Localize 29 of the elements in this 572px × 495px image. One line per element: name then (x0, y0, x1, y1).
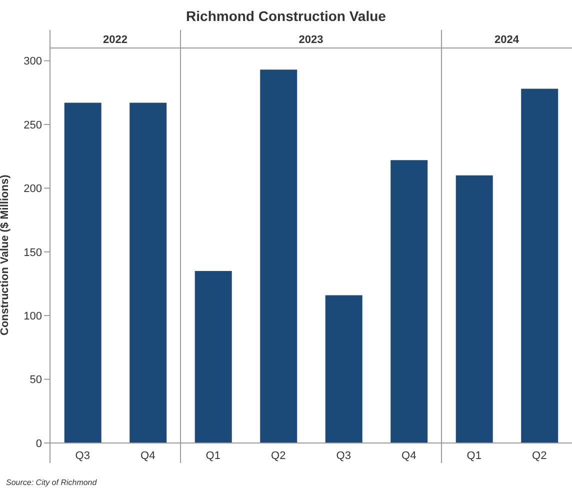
y-tick-label: 100 (24, 310, 42, 322)
y-tick-label: 200 (24, 183, 42, 196)
bar (130, 102, 167, 443)
text: 2022 (103, 34, 128, 46)
bar (64, 102, 102, 443)
bar (325, 295, 362, 443)
y-tick-label: 150 (24, 246, 42, 259)
x-tick-label: Q3 (336, 450, 351, 462)
y-axis-title: Construction Value ($ Millions) (0, 174, 11, 336)
y-tick-label: 0 (36, 438, 42, 450)
chart-title: Richmond Construction Value (185, 8, 387, 24)
x-tick-label: Q2 (532, 450, 547, 462)
bar (390, 160, 428, 443)
bar (260, 70, 298, 443)
x-tick-label: Q3 (75, 450, 90, 462)
source-note: Source: City of Richmond (6, 478, 97, 487)
x-tick-label: Q4 (402, 450, 416, 462)
x-tick-label: Q4 (140, 450, 156, 462)
bar (456, 175, 493, 443)
y-tick-label: 300 (24, 56, 42, 68)
text: 2023 (298, 34, 324, 46)
x-tick-label: Q1 (466, 450, 482, 462)
y-tick-label: 50 (30, 374, 42, 386)
text: 2024 (494, 34, 520, 46)
x-tick-label: Q2 (271, 450, 286, 462)
bar (194, 270, 232, 443)
y-tick-label: 250 (24, 119, 42, 132)
x-tick-label: Q1 (206, 450, 220, 462)
bar (521, 88, 558, 443)
